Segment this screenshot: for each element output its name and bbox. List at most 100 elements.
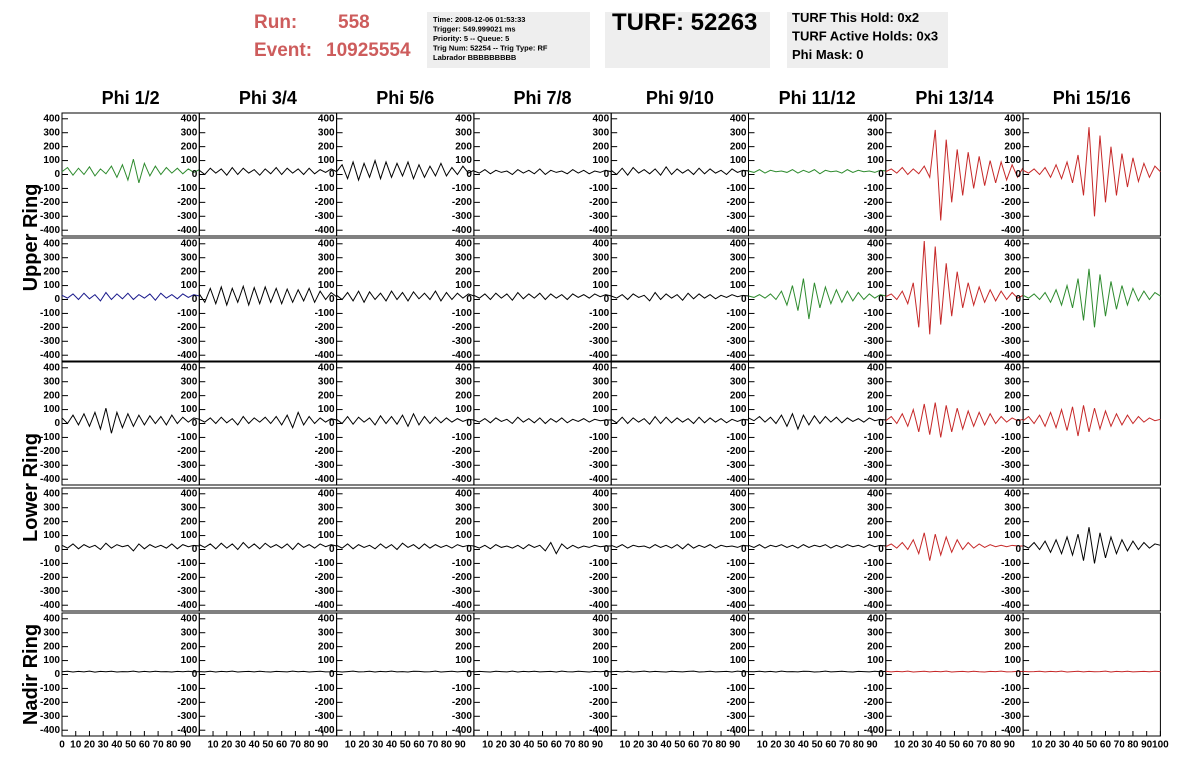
y-tick-label: -400: [589, 474, 609, 485]
y-tick-label: -200: [40, 197, 60, 208]
y-tick-label: -400: [589, 600, 609, 611]
y-tick-label: 400: [593, 362, 610, 373]
y-tick-label: 100: [730, 655, 747, 666]
y-tick-label: 400: [455, 238, 472, 249]
y-tick-label: 400: [455, 613, 472, 624]
y-tick-label: 400: [730, 113, 747, 124]
y-tick-label: -100: [315, 183, 335, 194]
y-tick-label: 200: [593, 641, 610, 652]
y-tick-label: -400: [40, 474, 60, 485]
y-tick-label: -100: [40, 558, 60, 569]
waveform: [610, 165, 749, 177]
y-tick-label: 400: [181, 238, 198, 249]
x-tick-label: 80: [304, 740, 316, 751]
info-line: Priority: 5 -- Queue: 5: [433, 34, 509, 43]
holds-box: [787, 12, 948, 68]
waveform: [473, 291, 612, 301]
y-tick-label: -200: [315, 572, 335, 583]
y-tick-label: 100: [1004, 155, 1021, 166]
y-tick-label: 300: [181, 376, 198, 387]
x-tick-label: 30: [98, 740, 110, 751]
y-tick-label: -200: [177, 572, 197, 583]
y-tick-label: 200: [455, 266, 472, 277]
x-tick-label: 60: [688, 740, 700, 751]
waveform: [199, 670, 337, 673]
y-tick-label: -100: [452, 183, 472, 194]
y-tick-label: -100: [1001, 558, 1021, 569]
waveform: [473, 168, 612, 176]
waveform: [336, 542, 474, 551]
y-tick-label: 100: [318, 280, 335, 291]
y-tick-label: 200: [1004, 390, 1021, 401]
y-tick-label: -300: [40, 586, 60, 597]
waveform: [473, 541, 612, 555]
y-tick-label: -400: [589, 350, 609, 361]
x-tick-label: 10: [207, 740, 219, 751]
y-tick-label: 200: [593, 390, 610, 401]
y-tick-label: 400: [593, 488, 610, 499]
y-tick-label: -400: [1001, 474, 1021, 485]
y-tick-label: 400: [455, 113, 472, 124]
hold-line: TURF Active Holds: 0x3: [792, 29, 938, 44]
y-tick-label: 0: [466, 669, 472, 680]
y-tick-label: 300: [730, 252, 747, 263]
y-tick-label: 0: [741, 418, 747, 429]
y-tick-label: -100: [864, 683, 884, 694]
x-tick-label: 30: [784, 740, 796, 751]
ring-label: Lower Ring: [20, 433, 42, 542]
y-tick-label: -300: [864, 586, 884, 597]
waveform: [336, 290, 475, 304]
x-tick-label: 40: [1072, 740, 1084, 751]
waveform: [885, 670, 1024, 673]
y-tick-label: 200: [867, 141, 884, 152]
y-tick-label: 0: [192, 418, 198, 429]
y-tick-label: 300: [1004, 627, 1021, 638]
waveform: [1022, 405, 1161, 437]
y-tick-label: -300: [726, 211, 746, 222]
y-tick-label: -200: [177, 697, 197, 708]
y-tick-label: -200: [726, 197, 746, 208]
y-tick-label: 100: [867, 280, 884, 291]
y-tick-label: -100: [315, 308, 335, 319]
y-tick-label: -300: [40, 460, 60, 471]
y-tick-label: -200: [726, 446, 746, 457]
y-tick-label: -300: [726, 336, 746, 347]
y-tick-label: -200: [315, 197, 335, 208]
y-tick-label: 100: [455, 155, 472, 166]
y-tick-label: 0: [192, 544, 198, 555]
y-tick-label: 200: [455, 141, 472, 152]
column-label: Phi 9/10: [646, 88, 714, 108]
x-tick-label: 20: [84, 740, 96, 751]
waveform: [199, 411, 337, 430]
y-tick-label: 400: [593, 238, 610, 249]
x-tick-label: 30: [372, 740, 384, 751]
y-tick-label: -100: [726, 308, 746, 319]
y-tick-label: -300: [452, 211, 472, 222]
y-tick-label: -200: [177, 446, 197, 457]
y-tick-label: -400: [864, 725, 884, 736]
x-tick-label: 70: [839, 740, 851, 751]
plots: Phi 1/2 Phi 3/4 Phi 5/6 Phi 7/8 Phi 9/10 Phi …: [20, 88, 1169, 751]
x-tick-label: 20: [496, 740, 508, 751]
y-tick-label: 200: [318, 390, 335, 401]
waveform: [611, 543, 749, 550]
x-tick-label: 20: [1045, 740, 1057, 751]
y-tick-label: 0: [329, 294, 335, 305]
ring-label: Upper Ring: [20, 184, 42, 292]
y-tick-label: 300: [730, 627, 747, 638]
hold-line: TURF This Hold: 0x2: [792, 10, 919, 25]
y-tick-label: 100: [318, 530, 335, 541]
y-tick-label: 400: [1004, 238, 1021, 249]
y-tick-label: -200: [315, 697, 335, 708]
x-tick-label: 50: [949, 740, 961, 751]
y-tick-label: -300: [177, 211, 197, 222]
y-tick-label: -300: [1001, 460, 1021, 471]
y-tick-label: -400: [452, 600, 472, 611]
y-tick-label: 0: [741, 294, 747, 305]
y-tick-label: -100: [452, 558, 472, 569]
y-tick-label: 0: [604, 669, 610, 680]
y-tick-label: -300: [452, 586, 472, 597]
y-tick-label: 0: [878, 418, 884, 429]
y-tick-label: -100: [589, 558, 609, 569]
y-tick-label: -100: [177, 432, 197, 443]
